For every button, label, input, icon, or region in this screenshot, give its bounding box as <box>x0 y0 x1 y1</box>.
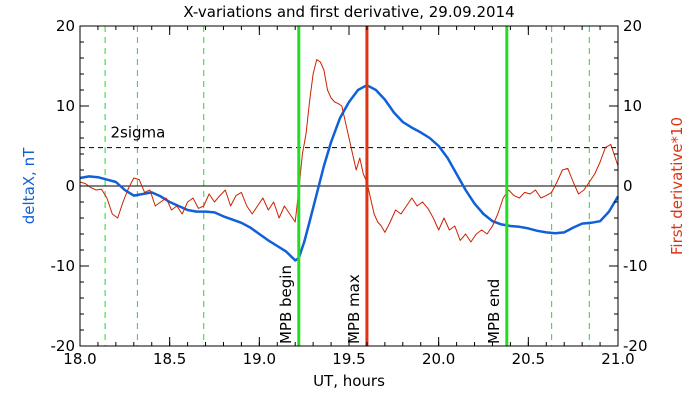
y2-tick-label: 20 <box>623 17 642 35</box>
y-tick-label: -10 <box>51 257 76 275</box>
mpb-marker-label: MPB begin <box>277 265 295 344</box>
x-tick-label: 18.0 <box>63 350 96 368</box>
threshold-label: 2sigma <box>110 124 165 142</box>
y-tick-label: 10 <box>56 97 75 115</box>
x-tick-label: 20.5 <box>512 350 545 368</box>
deltax-series-line <box>79 83 620 262</box>
mpb-marker-label: MPB max <box>345 274 363 344</box>
x-tick-label: 18.5 <box>153 350 186 368</box>
y2-axis-label: First derivative*10 <box>668 117 686 255</box>
x-tick-label: 19.5 <box>332 350 365 368</box>
mpb-marker-label: MPB end <box>485 279 503 344</box>
y2-tick-label: 0 <box>623 177 633 195</box>
plot-area: 2sigma MPB begin MPB max MPB end 18.0 18.5 19.… <box>51 17 648 368</box>
y2-tick-label: 10 <box>623 97 642 115</box>
y-tick-label: 0 <box>65 177 75 195</box>
x-tick-label: 19.0 <box>243 350 276 368</box>
y-tick-label: -20 <box>51 337 76 355</box>
y-tick-label: 20 <box>56 17 75 35</box>
derivative-series-line <box>79 59 619 243</box>
y2-tick-label: -10 <box>623 257 648 275</box>
x-axis-label: UT, hours <box>313 372 385 390</box>
y2-tick-label: -20 <box>623 337 648 355</box>
x-tick-label: 20.0 <box>422 350 455 368</box>
x-tick-label: 21.0 <box>601 350 634 368</box>
y-axis-label: deltaX, nT <box>20 147 38 224</box>
chart-title: X-variations and first derivative, 29.09… <box>183 3 514 21</box>
